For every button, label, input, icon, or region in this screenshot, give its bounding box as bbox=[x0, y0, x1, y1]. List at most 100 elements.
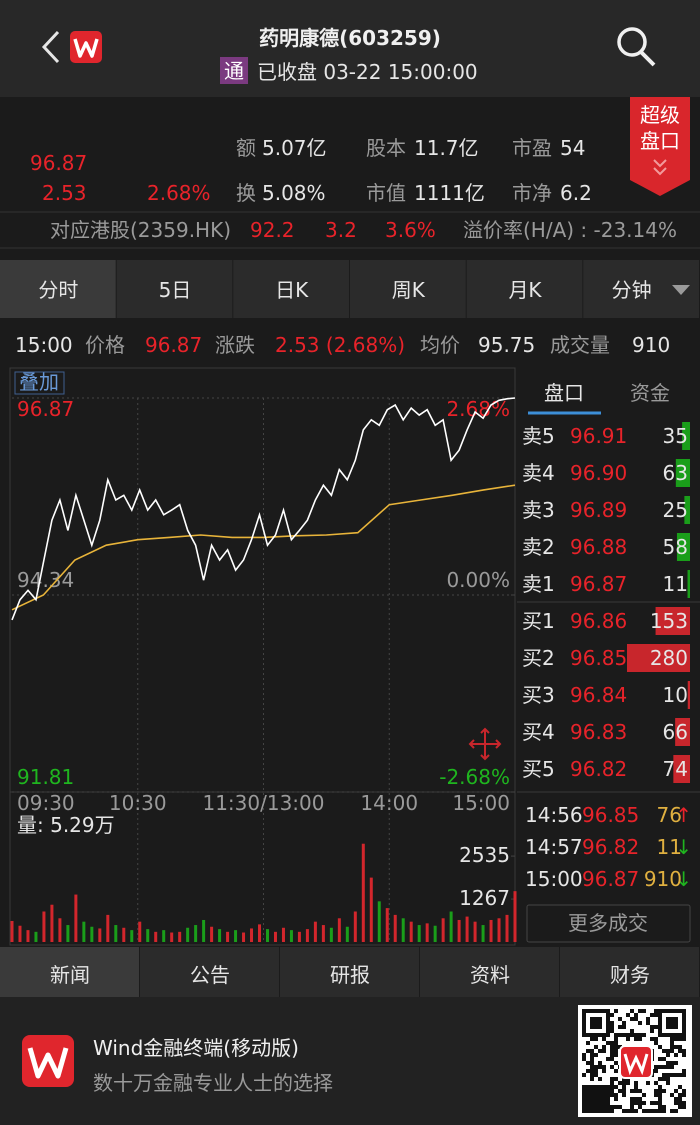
qr-cell bbox=[606, 1085, 610, 1089]
volume-bar bbox=[505, 914, 509, 942]
qr-cell bbox=[606, 1009, 610, 1013]
tab[interactable] bbox=[466, 260, 583, 318]
qr-cell bbox=[662, 1105, 666, 1109]
qr-cell bbox=[650, 1013, 654, 1017]
tab[interactable] bbox=[350, 260, 466, 318]
book-volume: 280 bbox=[650, 646, 688, 670]
x-tick-label: 15:00 bbox=[452, 791, 510, 815]
book-price: 96.91 bbox=[570, 424, 627, 448]
qr-cell bbox=[650, 1109, 654, 1113]
qr-cell bbox=[602, 1109, 606, 1113]
qr-cell bbox=[646, 1081, 650, 1085]
book-volume: 35 bbox=[663, 424, 688, 448]
qr-cell bbox=[590, 1097, 594, 1101]
price-line bbox=[11, 397, 516, 621]
move-icon[interactable] bbox=[468, 727, 502, 761]
qr-cell bbox=[646, 1017, 650, 1021]
overlay-button[interactable] bbox=[14, 371, 65, 395]
qr-cell bbox=[586, 1041, 590, 1045]
tab-label: 日K bbox=[275, 278, 309, 302]
volume-bar bbox=[258, 924, 262, 942]
qr-cell bbox=[598, 1061, 602, 1065]
qr-cell bbox=[586, 1033, 590, 1037]
qr-cell bbox=[662, 1077, 666, 1081]
bottom-tab[interactable] bbox=[140, 947, 279, 997]
qr-cell bbox=[662, 1065, 666, 1069]
qr-cell bbox=[582, 1053, 586, 1057]
stat-value: 5.07亿 bbox=[262, 136, 327, 160]
qr-cell bbox=[590, 1009, 594, 1013]
bottom-tab-label: 资料 bbox=[470, 963, 510, 987]
qr-cell bbox=[590, 1077, 594, 1081]
qr-cell bbox=[582, 1093, 586, 1097]
tab[interactable] bbox=[116, 260, 233, 318]
qr-cell bbox=[590, 1089, 594, 1093]
qr-cell bbox=[606, 1021, 610, 1025]
stat-value: 6.2 bbox=[560, 181, 592, 205]
qr-cell bbox=[606, 1093, 610, 1097]
qr-cell bbox=[638, 1089, 642, 1093]
book-tab[interactable]: 资金 bbox=[630, 381, 670, 405]
qr-cell bbox=[586, 1049, 590, 1053]
book-bar bbox=[673, 755, 690, 783]
qr-cell bbox=[642, 1101, 646, 1105]
bottom-tab[interactable] bbox=[560, 947, 699, 997]
qr-cell bbox=[594, 1033, 598, 1037]
search-button[interactable] bbox=[617, 27, 656, 67]
book-bar bbox=[682, 422, 690, 450]
trade-price: 96.82 bbox=[582, 835, 639, 859]
qr-cell bbox=[662, 1089, 666, 1093]
bottom-tab[interactable] bbox=[420, 947, 559, 997]
qr-cell bbox=[598, 1101, 602, 1105]
volume-bar bbox=[90, 926, 94, 942]
qr-cell bbox=[586, 1061, 590, 1065]
qr-cell bbox=[646, 1109, 650, 1113]
qr-cell bbox=[582, 1033, 586, 1037]
tab[interactable] bbox=[233, 260, 349, 318]
volume-bar bbox=[417, 925, 421, 942]
back-button[interactable] bbox=[41, 30, 60, 64]
qr-cell bbox=[658, 1109, 662, 1113]
book-label: 卖5 bbox=[522, 424, 555, 448]
qr-cell bbox=[658, 1101, 662, 1105]
volume-bar bbox=[337, 918, 341, 942]
qr-cell bbox=[598, 1017, 602, 1021]
qr-cell bbox=[622, 1025, 626, 1029]
qr-cell bbox=[590, 1101, 594, 1105]
qr-cell bbox=[598, 1109, 602, 1113]
trade-arrow: ↓ bbox=[675, 835, 692, 859]
bottom-tab[interactable] bbox=[280, 947, 419, 997]
qr-cell bbox=[682, 1009, 686, 1013]
bottom-tab-label: 研报 bbox=[330, 963, 370, 987]
qr-cell bbox=[590, 1073, 594, 1077]
book-tab[interactable]: 盘口 bbox=[544, 381, 584, 405]
qr-cell bbox=[682, 1025, 686, 1029]
qr-cell bbox=[682, 1073, 686, 1077]
qr-logo bbox=[619, 1045, 653, 1079]
volume-bar bbox=[242, 932, 246, 942]
qr-cell bbox=[582, 1101, 586, 1105]
qr-cell bbox=[610, 1041, 614, 1045]
qr-cell bbox=[670, 1009, 674, 1013]
bottom-tab[interactable] bbox=[0, 947, 139, 997]
qr-cell bbox=[590, 1093, 594, 1097]
qr-cell bbox=[658, 1009, 662, 1013]
qr-cell bbox=[658, 1029, 662, 1033]
volume-bar bbox=[10, 920, 14, 942]
qr-cell bbox=[590, 1085, 594, 1089]
hk-premium: 溢价率(H/A) : -23.14% bbox=[463, 218, 677, 242]
qr-cell bbox=[658, 1021, 662, 1025]
qr-cell bbox=[598, 1093, 602, 1097]
more-trades-button[interactable] bbox=[526, 904, 691, 943]
book-volume: 58 bbox=[663, 535, 688, 559]
qr-cell bbox=[654, 1101, 658, 1105]
trade-arrow: ↓ bbox=[675, 867, 692, 891]
tab[interactable] bbox=[0, 260, 116, 318]
volume-bar bbox=[441, 918, 445, 942]
super-button[interactable] bbox=[630, 97, 690, 196]
qr-cell bbox=[682, 1069, 686, 1073]
qr-cell bbox=[674, 1021, 678, 1025]
super-label: 盘口 bbox=[640, 129, 680, 153]
book-label: 卖4 bbox=[522, 461, 555, 485]
volume-tick-label: 1267 bbox=[459, 886, 510, 910]
